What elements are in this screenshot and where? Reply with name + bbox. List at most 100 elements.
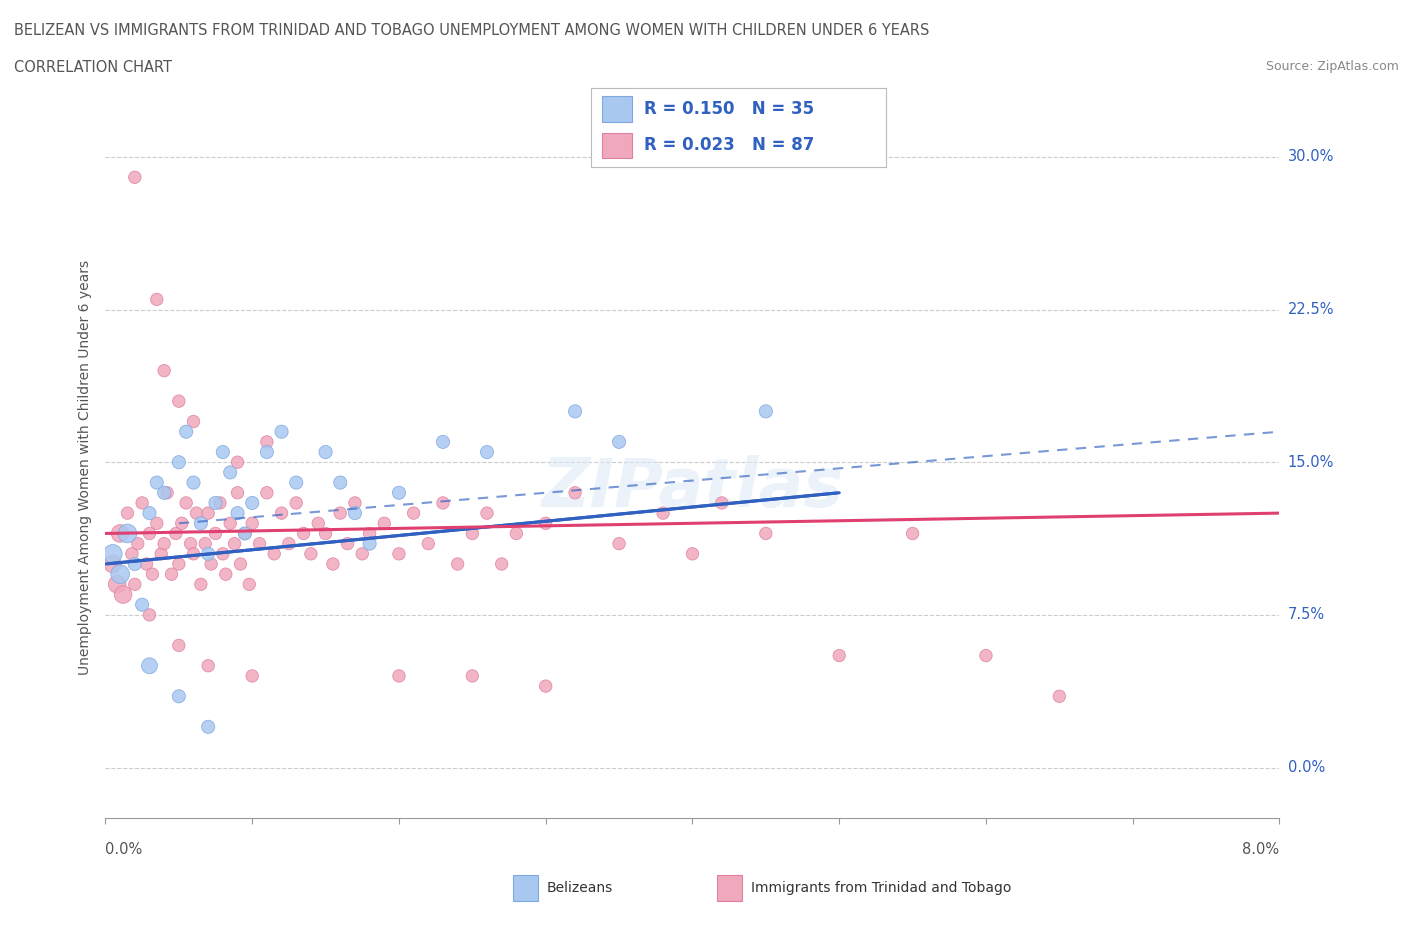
Point — [285, 475, 308, 490]
Point — [197, 506, 219, 521]
Point — [215, 566, 238, 581]
Text: Source: ZipAtlas.com: Source: ZipAtlas.com — [1265, 60, 1399, 73]
Point — [974, 648, 997, 663]
Point — [204, 496, 226, 511]
Point — [343, 496, 366, 511]
Point — [174, 496, 197, 511]
Point — [564, 485, 586, 500]
Point — [322, 556, 344, 571]
Point — [755, 526, 778, 541]
Point — [1047, 689, 1070, 704]
Point — [167, 455, 190, 470]
Point — [432, 434, 454, 449]
Point — [112, 587, 135, 602]
Point — [146, 516, 169, 531]
Point — [153, 537, 176, 551]
Point — [135, 556, 157, 571]
Point — [359, 537, 381, 551]
Point — [343, 506, 366, 521]
Point — [156, 485, 179, 500]
Point — [138, 526, 160, 541]
Point — [101, 556, 124, 571]
Point — [329, 506, 352, 521]
Point — [150, 547, 173, 562]
Point — [226, 455, 249, 470]
Text: 22.5%: 22.5% — [1288, 302, 1334, 317]
Point — [211, 445, 233, 459]
Point — [256, 445, 278, 459]
Y-axis label: Unemployment Among Women with Children Under 6 years: Unemployment Among Women with Children U… — [79, 259, 93, 675]
Point — [138, 607, 160, 622]
Point — [167, 393, 190, 408]
Point — [432, 496, 454, 511]
Point — [828, 648, 851, 663]
Point — [329, 475, 352, 490]
Point — [256, 485, 278, 500]
Point — [194, 537, 217, 551]
Point — [461, 669, 484, 684]
Bar — [602, 97, 631, 122]
Point — [270, 506, 292, 521]
Point — [388, 669, 411, 684]
Point — [263, 547, 285, 562]
Point — [224, 537, 246, 551]
Point — [226, 506, 249, 521]
Point — [124, 577, 146, 591]
Point — [755, 404, 778, 418]
Point — [167, 556, 190, 571]
Point — [138, 658, 160, 673]
Point — [186, 506, 208, 521]
Point — [141, 566, 163, 581]
Point — [229, 556, 252, 571]
Text: R = 0.150   N = 35: R = 0.150 N = 35 — [644, 100, 814, 118]
Point — [138, 506, 160, 521]
Point — [183, 475, 205, 490]
Point — [131, 597, 153, 612]
Point — [124, 170, 146, 185]
Point — [160, 566, 183, 581]
Point — [108, 526, 131, 541]
Text: 0.0%: 0.0% — [105, 842, 142, 857]
Point — [534, 516, 557, 531]
Text: 0.0%: 0.0% — [1288, 760, 1324, 775]
Point — [153, 364, 176, 379]
Point — [165, 526, 187, 541]
Point — [183, 414, 205, 429]
Point — [315, 526, 337, 541]
Point — [564, 404, 586, 418]
Point — [475, 445, 498, 459]
Point — [292, 526, 315, 541]
Point — [710, 496, 733, 511]
Point — [315, 445, 337, 459]
Point — [373, 516, 395, 531]
Point — [190, 577, 212, 591]
Point — [127, 537, 149, 551]
Point — [208, 496, 231, 511]
Point — [174, 424, 197, 439]
Point — [491, 556, 513, 571]
Point — [534, 679, 557, 694]
Text: Immigrants from Trinidad and Tobago: Immigrants from Trinidad and Tobago — [751, 881, 1011, 896]
Point — [652, 506, 675, 521]
Point — [146, 475, 169, 490]
Text: ZIPatlas: ZIPatlas — [541, 456, 844, 522]
Point — [124, 556, 146, 571]
Point — [167, 638, 190, 653]
Point — [219, 516, 242, 531]
Point — [180, 537, 202, 551]
Point — [607, 434, 630, 449]
Point — [233, 526, 256, 541]
Point — [226, 485, 249, 500]
Point — [211, 547, 233, 562]
Text: BELIZEAN VS IMMIGRANTS FROM TRINIDAD AND TOBAGO UNEMPLOYMENT AMONG WOMEN WITH CH: BELIZEAN VS IMMIGRANTS FROM TRINIDAD AND… — [14, 23, 929, 38]
Point — [240, 516, 263, 531]
Point — [108, 566, 131, 581]
Point — [402, 506, 425, 521]
Point — [240, 496, 263, 511]
Point — [682, 547, 704, 562]
Point — [153, 485, 176, 500]
Point — [270, 424, 292, 439]
Point — [240, 669, 263, 684]
Point — [204, 526, 226, 541]
Point — [183, 547, 205, 562]
